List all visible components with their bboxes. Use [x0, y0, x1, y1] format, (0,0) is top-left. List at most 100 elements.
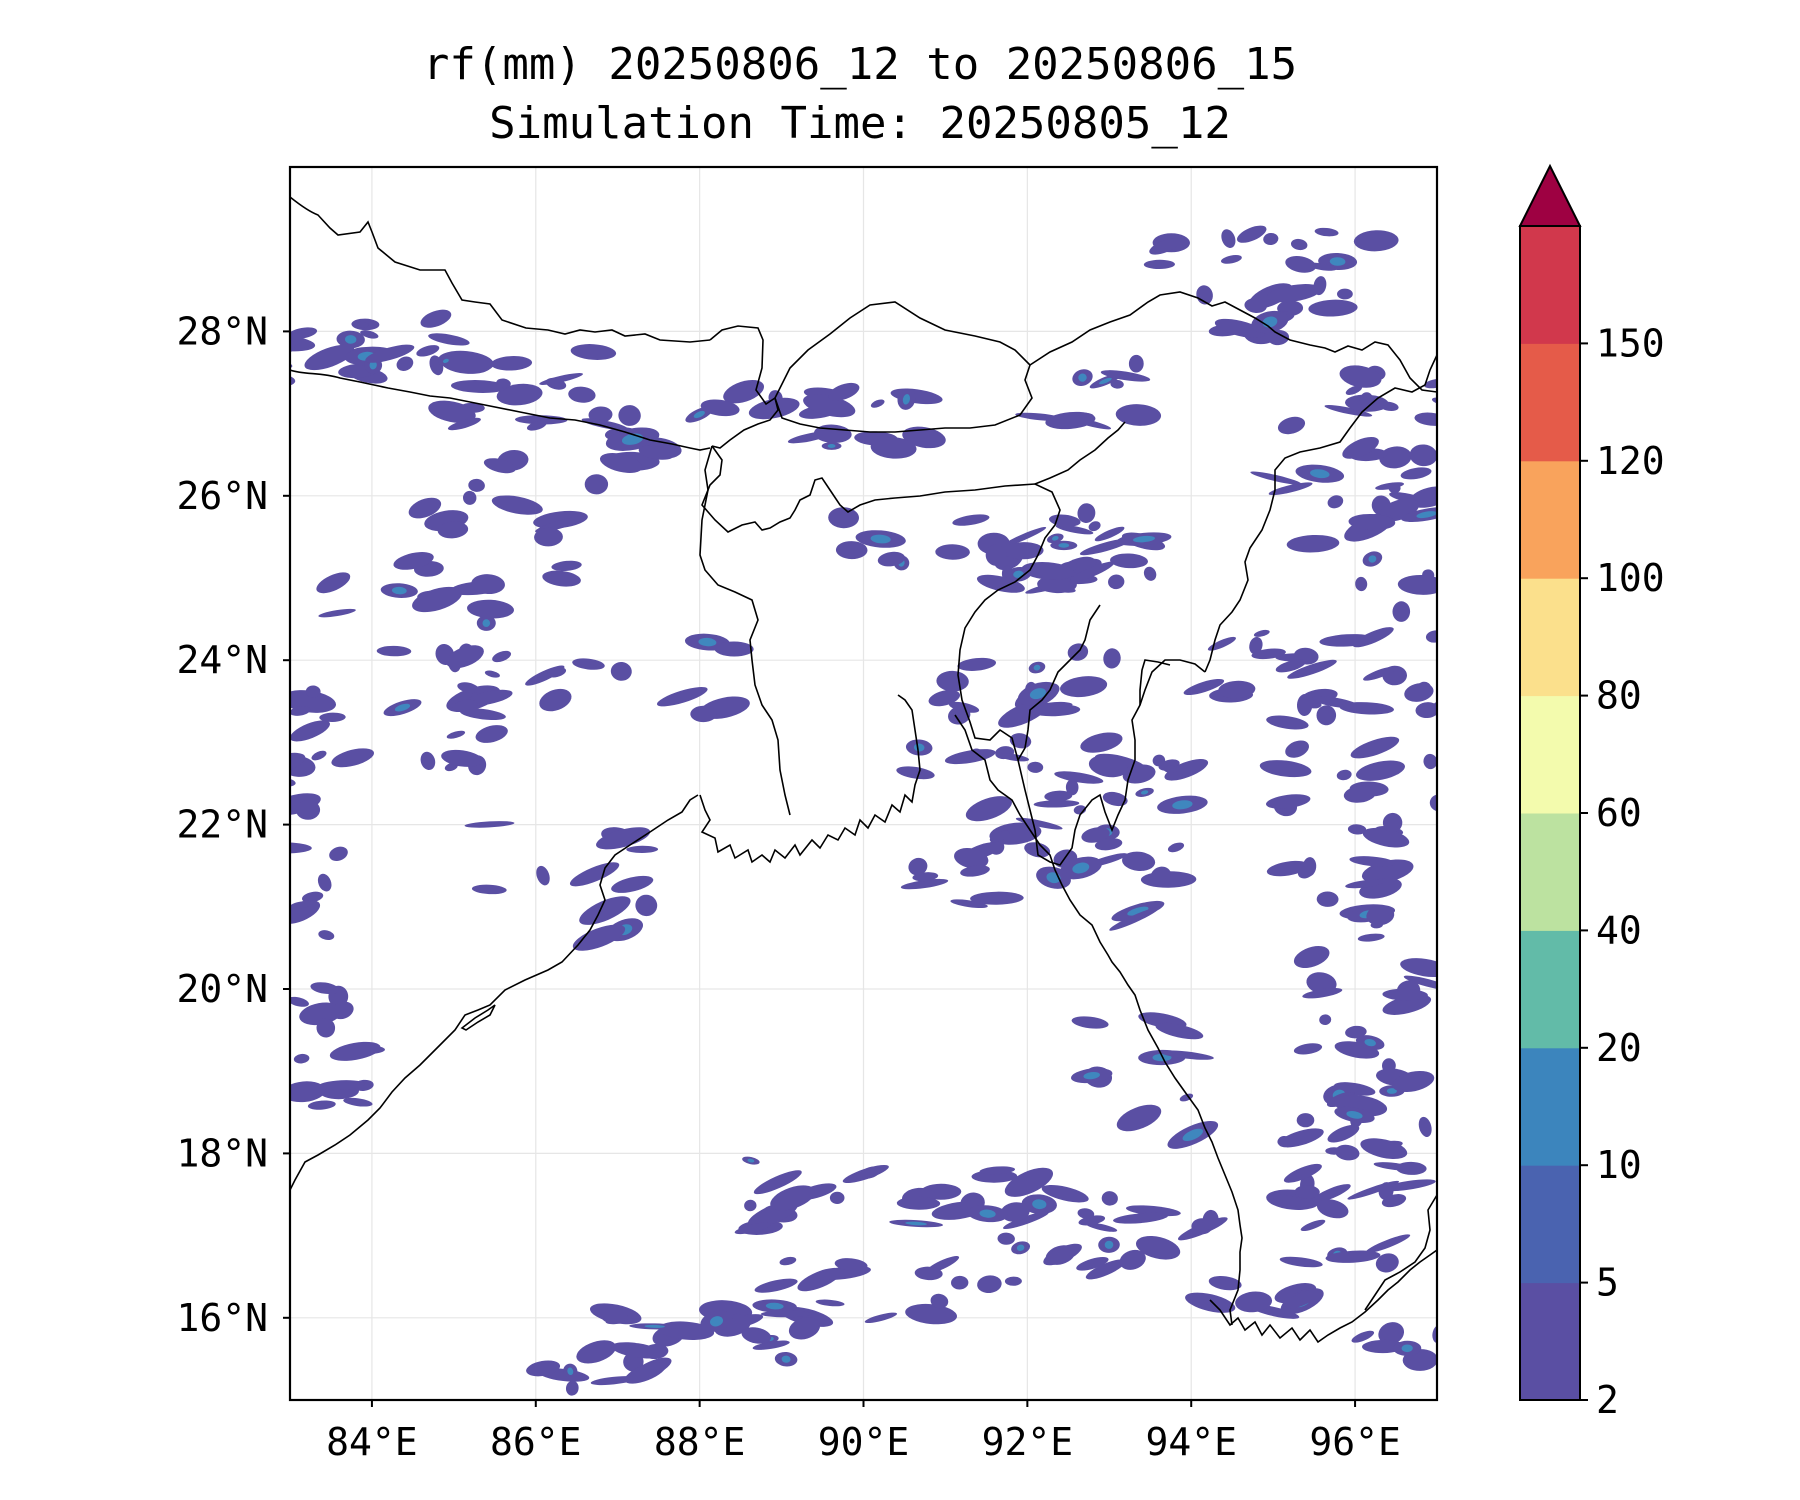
- rain-patch: [1109, 907, 1160, 931]
- rain-patch: [1081, 827, 1110, 843]
- rain-patch: [1327, 1124, 1360, 1143]
- rain-patch: [420, 751, 436, 771]
- rain-patch: [483, 458, 516, 474]
- rain-patch: [1296, 1113, 1315, 1128]
- rain-patch: [997, 1232, 1015, 1245]
- colorbar-segment: [1520, 1047, 1580, 1166]
- rain-patch: [829, 1191, 845, 1205]
- lon-tick-label: 88°E: [654, 1420, 746, 1464]
- colorbar-tick-label: 10: [1596, 1143, 1642, 1187]
- rain-patch: [1345, 879, 1385, 889]
- border-nepal-south: [290, 369, 711, 451]
- rain-patch: [331, 748, 375, 768]
- rain-patch: [950, 899, 988, 909]
- rain-patch: [316, 572, 351, 594]
- rain-patch: [1163, 765, 1178, 773]
- rain-patch: [539, 373, 584, 385]
- rain-patch: [475, 725, 508, 743]
- rain-patch: [635, 894, 658, 917]
- lat-tick-label: 28°N: [176, 309, 268, 353]
- rain-patch: [1381, 1179, 1436, 1192]
- rain-patch: [1000, 1202, 1030, 1222]
- rain-patch: [1088, 521, 1101, 532]
- rain-patch-heavy: [827, 443, 836, 449]
- rain-patch: [1314, 227, 1339, 237]
- rain-patch: [290, 690, 337, 713]
- rain-patch: [1167, 842, 1185, 853]
- colorbar-tick-label: 5: [1596, 1261, 1619, 1305]
- rain-patch: [1101, 1191, 1118, 1206]
- rain-patch: [565, 1380, 579, 1396]
- rain-patch: [744, 1199, 757, 1212]
- rain-patch-heavy: [1346, 1111, 1363, 1119]
- rain-patch: [748, 397, 800, 420]
- colorbar-segment: [1520, 813, 1580, 931]
- rain-patch: [1403, 975, 1437, 991]
- rain-patch: [318, 930, 335, 941]
- rain-patch: [1356, 760, 1405, 781]
- rain-patch: [1116, 1104, 1162, 1132]
- rain-patch: [642, 1343, 669, 1360]
- colorbar-tick-label: 40: [1596, 908, 1642, 952]
- rain-patch: [1071, 1016, 1109, 1029]
- rain-patch: [1316, 891, 1339, 907]
- rain-patch: [247, 886, 273, 908]
- rain-patch: [599, 453, 643, 473]
- rain-patch-heavy: [765, 1302, 784, 1310]
- border-arunachal: [1029, 291, 1437, 393]
- rain-patch-heavy: [567, 1367, 574, 1376]
- rain-patch: [1355, 576, 1368, 592]
- rain-patch: [976, 574, 1025, 593]
- rain-patch: [1183, 678, 1225, 696]
- rain-patch-heavy: [709, 1316, 724, 1327]
- rain-patch: [1202, 1209, 1219, 1230]
- lon-tick-label: 86°E: [490, 1420, 582, 1464]
- rain-patch-heavy: [1058, 543, 1070, 548]
- rain-patch: [902, 426, 946, 449]
- rain-patch: [343, 1097, 373, 1107]
- rain-patch: [1353, 230, 1399, 252]
- rain-patch: [1296, 694, 1313, 716]
- rain-patch: [1080, 732, 1123, 753]
- rain-patch: [626, 845, 659, 854]
- colorbar-tick-label: 120: [1596, 439, 1665, 483]
- chart-title-line1: rf(mm) 20250806_12 to 20250806_15: [422, 39, 1298, 90]
- rain-patch: [1290, 238, 1308, 251]
- rain-patch: [437, 521, 469, 539]
- border-sikkim: [709, 325, 779, 449]
- rain-patch: [1004, 1167, 1054, 1197]
- rain-patch-heavy: [1310, 469, 1330, 479]
- rain-patch: [446, 730, 466, 739]
- rain-patch: [828, 507, 859, 529]
- lat-tick-label: 24°N: [176, 638, 268, 682]
- rain-patch: [317, 873, 332, 892]
- rain-patch: [1236, 225, 1267, 243]
- rain-patch: [1030, 704, 1081, 717]
- rain-patch: [1103, 648, 1121, 669]
- rain-patch-heavy: [482, 619, 491, 627]
- rain-patch-heavy: [442, 358, 449, 364]
- colorbar-segment: [1520, 578, 1580, 697]
- rain-patch-heavy: [391, 586, 407, 595]
- rain-patch: [569, 862, 620, 887]
- rain-patch: [1409, 444, 1437, 467]
- rain-patch: [714, 641, 754, 657]
- rain-patch: [1423, 378, 1437, 389]
- rain-patch-heavy: [1172, 800, 1193, 810]
- border-tripura: [1017, 604, 1101, 761]
- rain-patch-heavy: [1364, 1038, 1376, 1047]
- rain-patch: [1339, 702, 1394, 715]
- rain-patch: [484, 670, 500, 678]
- rain-patch: [207, 388, 232, 399]
- colorbar-segment: [1520, 460, 1580, 579]
- colorbar-segment: [1520, 1165, 1580, 1284]
- rain-patch: [1094, 838, 1123, 851]
- rain-patch: [1342, 436, 1379, 459]
- rain-patch-heavy: [394, 703, 411, 712]
- rain-patch: [533, 510, 588, 529]
- rain-patch: [1113, 1212, 1168, 1224]
- rain-patch-heavy: [254, 892, 265, 903]
- rain-patch: [526, 1360, 561, 1377]
- rain-patch: [1327, 495, 1344, 509]
- rain-patch: [779, 1256, 797, 1266]
